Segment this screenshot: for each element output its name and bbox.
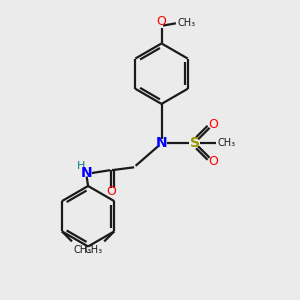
Text: H: H: [77, 160, 86, 171]
Text: N: N: [81, 166, 92, 180]
Text: CH₃: CH₃: [84, 245, 102, 255]
Text: O: O: [157, 15, 166, 28]
Text: CH₃: CH₃: [218, 138, 236, 148]
Text: CH₃: CH₃: [177, 18, 196, 28]
Text: S: S: [190, 136, 200, 150]
Text: O: O: [106, 185, 116, 198]
Text: O: O: [208, 118, 218, 131]
Text: O: O: [208, 155, 218, 168]
Text: CH₃: CH₃: [74, 245, 92, 255]
Text: N: N: [156, 136, 167, 150]
